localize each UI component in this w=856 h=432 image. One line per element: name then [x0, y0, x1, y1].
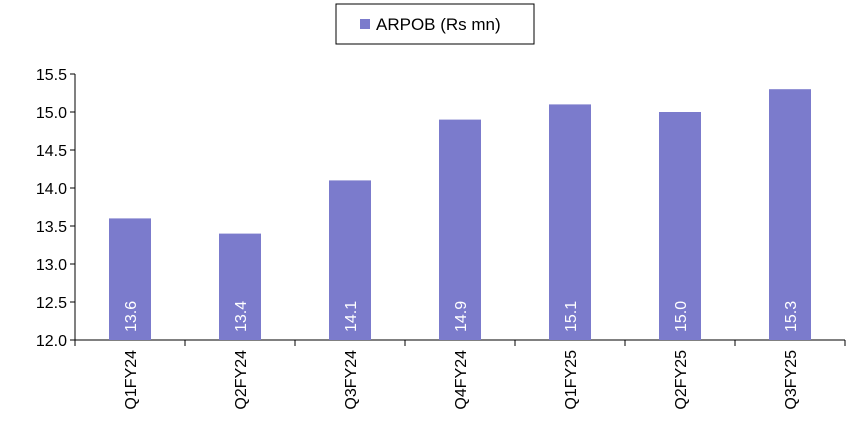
x-tick-label: Q2FY25 [673, 350, 690, 410]
bars: 13.6 13.4 14.1 14.9 15.1 15.0 15.3 [109, 89, 811, 341]
y-tick-label: 14.5 [36, 143, 67, 160]
legend: ARPOB (Rs mn) [335, 3, 535, 45]
x-axis: Q1FY24 Q2FY24 Q3FY24 Q4FY24 Q1FY25 Q2FY25 Q3FY… [74, 339, 846, 410]
bar [109, 218, 151, 340]
bar [549, 104, 591, 341]
y-tick-label: 13.5 [36, 219, 67, 236]
bar-data-label: 13.4 [233, 301, 250, 332]
bar [219, 233, 261, 340]
y-tick-label: 14.0 [36, 181, 67, 198]
y-tick-label: 15.5 [36, 67, 67, 84]
x-tick-label: Q3FY24 [343, 350, 360, 410]
y-tick-label: 12.0 [36, 333, 67, 350]
y-tick-label: 13.0 [36, 257, 67, 274]
x-tick-label: Q4FY24 [453, 350, 470, 410]
x-tick-label: Q2FY24 [233, 350, 250, 410]
x-tick-label: Q1FY25 [563, 350, 580, 410]
bar-data-label: 14.9 [453, 301, 470, 332]
bar [659, 112, 701, 340]
bar-data-label: 15.1 [563, 301, 580, 332]
y-axis: 12.0 12.5 13.0 13.5 14.0 14.5 15.0 15.5 [36, 67, 76, 350]
legend-swatch [360, 19, 370, 29]
bar-data-label: 13.6 [123, 301, 140, 332]
bar [439, 119, 481, 340]
bar [329, 180, 371, 340]
y-tick-label: 12.5 [36, 295, 67, 312]
bar-data-label: 14.1 [343, 301, 360, 332]
bar-data-label: 15.0 [673, 301, 690, 332]
bar-data-label: 15.3 [783, 301, 800, 332]
x-tick-label: Q1FY24 [123, 350, 140, 410]
y-tick-label: 15.0 [36, 105, 67, 122]
x-tick-label: Q3FY25 [783, 350, 800, 410]
bar [769, 89, 811, 340]
legend-label: ARPOB (Rs mn) [376, 15, 501, 34]
